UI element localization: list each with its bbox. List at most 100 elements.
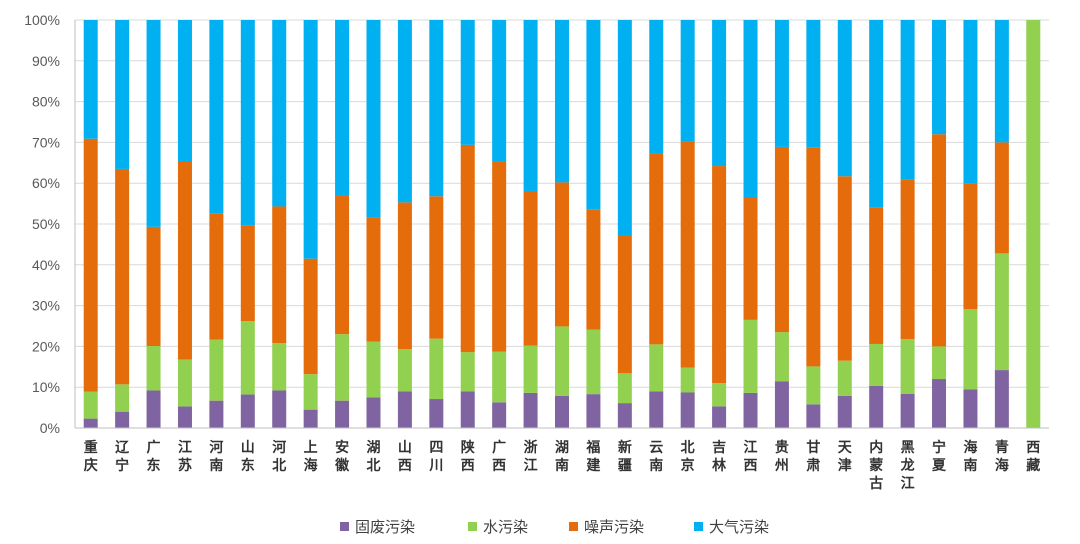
bar-segment-1 — [806, 404, 821, 428]
bar-segment-4 — [869, 20, 884, 208]
bar-segment-4 — [963, 20, 978, 184]
bar-segment-1 — [774, 381, 789, 428]
x-category-label: 福建 — [585, 439, 600, 474]
bar-segment-3 — [774, 146, 789, 333]
bar-segment-4 — [115, 20, 130, 169]
bar-segment-2 — [115, 384, 130, 412]
bar-segment-2 — [963, 309, 978, 390]
y-tick-label: 50% — [32, 216, 60, 232]
bar-segment-1 — [240, 394, 255, 428]
bar-segment-2 — [335, 334, 350, 401]
bar-segment-1 — [743, 392, 758, 428]
legend-label: 水污染 — [483, 518, 528, 536]
bar-segment-2 — [932, 346, 947, 380]
bar-segment-1 — [869, 385, 884, 428]
x-category-label: 陕西 — [461, 439, 475, 474]
bar-segment-4 — [555, 20, 569, 183]
x-category-label: 辽宁 — [115, 440, 130, 474]
bar-segment-3 — [115, 168, 130, 385]
bar-segment-2 — [586, 329, 601, 395]
bar-segment-1 — [712, 406, 727, 428]
bar-segment-1 — [994, 370, 1009, 428]
bar-segment-3 — [712, 166, 727, 384]
bar-segment-3 — [586, 209, 601, 330]
x-category-label: 浙江 — [524, 439, 538, 474]
bar-segment-4 — [900, 20, 915, 180]
x-category-label: 四川 — [428, 440, 443, 474]
bar-segment-2 — [492, 351, 507, 403]
bar-segment-1 — [177, 406, 192, 428]
bar-segment-4 — [240, 20, 255, 226]
bar-segment-3 — [429, 196, 444, 339]
bar-segment-2 — [900, 339, 915, 394]
bar-segment-4 — [932, 20, 947, 135]
bar-segment-1 — [837, 395, 852, 428]
legend-swatch — [569, 522, 578, 531]
bar-segment-2 — [272, 343, 287, 391]
bar-segment-3 — [335, 195, 350, 335]
y-axis-tick-labels: 0% 10% 20% 30% 40% 50% 60% 70% 80% 90% 100% — [24, 12, 60, 436]
bar-segment-3 — [83, 138, 98, 392]
bar-segment-2 — [146, 345, 161, 391]
bar-segment-1 — [83, 418, 98, 428]
bar-segment-3 — [177, 161, 192, 360]
bar-segment-2 — [460, 352, 475, 392]
bar-segment-1 — [397, 391, 412, 428]
bar-segment-1 — [963, 389, 978, 428]
bar-segment-1 — [429, 399, 444, 428]
x-category-label: 北京 — [681, 440, 695, 474]
bar-segment-3 — [366, 217, 381, 342]
x-category-label: 江苏 — [178, 439, 192, 474]
bar-segment-2 — [429, 338, 444, 400]
bar-segment-3 — [523, 190, 538, 346]
x-category-label: 上海 — [304, 440, 318, 474]
bar-segment-4 — [492, 20, 507, 162]
bar-segment-4 — [617, 20, 632, 236]
legend-swatch — [468, 522, 477, 531]
bar-segment-4 — [146, 20, 161, 227]
bar-segment-3 — [680, 141, 695, 368]
x-category-label: 河南 — [209, 439, 223, 474]
bar-segment-2 — [649, 344, 664, 392]
bar-segment-4 — [774, 20, 789, 147]
bar-segment-1 — [335, 400, 350, 428]
x-category-label: 湖南 — [555, 440, 569, 474]
bar-segment-3 — [617, 235, 632, 374]
legend-label: 大气污染 — [709, 518, 769, 536]
bar-segment-1 — [115, 411, 130, 428]
bar-segment-4 — [209, 20, 224, 214]
bar-segment-1 — [932, 379, 947, 428]
y-tick-label: 90% — [32, 53, 60, 69]
bar-segment-2 — [617, 373, 632, 404]
x-category-label: 吉林 — [712, 439, 726, 474]
y-tick-label: 80% — [32, 94, 60, 110]
bar-segment-3 — [806, 147, 821, 367]
legend: 固废污染 水污染 噪声污染 大气污染 — [340, 518, 769, 536]
bar-segment-4 — [837, 20, 852, 177]
y-tick-label: 20% — [32, 338, 60, 354]
legend-label: 噪声污染 — [584, 518, 644, 536]
bar-segment-1 — [649, 391, 664, 428]
bar-segment-3 — [932, 134, 947, 347]
bar-segment-1 — [272, 390, 287, 428]
bar-segment-4 — [649, 20, 664, 154]
x-category-label: 安徽 — [334, 439, 350, 474]
bar-segment-3 — [240, 225, 255, 322]
y-tick-label: 70% — [32, 134, 60, 150]
bar-segment-3 — [397, 202, 412, 350]
x-category-label: 内蒙古 — [869, 439, 883, 492]
bar-segment-2 — [806, 366, 821, 405]
x-category-label: 湖北 — [366, 440, 380, 474]
y-tick-label: 100% — [24, 12, 60, 28]
x-category-label: 新疆 — [618, 439, 632, 474]
x-category-label: 广西 — [492, 439, 506, 474]
bar-segment-2 — [743, 319, 758, 393]
bar-segment-1 — [209, 400, 224, 428]
bar-segment-2 — [994, 253, 1009, 371]
bar-segment-4 — [743, 20, 758, 198]
bar-segment-1 — [586, 394, 601, 428]
bar-segment-1 — [460, 391, 475, 428]
x-category-label: 河北 — [272, 439, 286, 474]
bar-segment-3 — [146, 226, 161, 346]
